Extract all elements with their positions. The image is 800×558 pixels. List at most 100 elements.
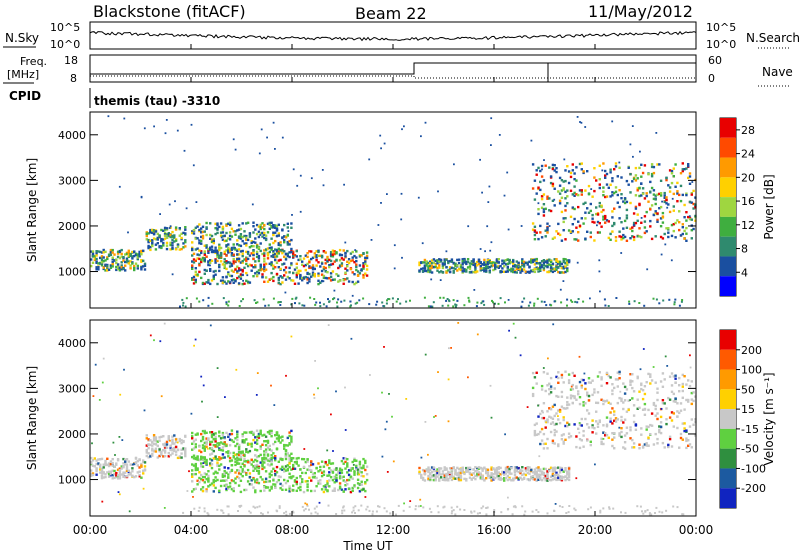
range-cell [514, 336, 517, 339]
range-cell [178, 234, 181, 237]
range-cell [430, 266, 434, 269]
range-cell [209, 248, 212, 251]
range-cell [277, 247, 280, 250]
range-cell [255, 465, 259, 469]
range-cell [474, 264, 477, 268]
range-cell [618, 230, 621, 233]
range-cell [171, 238, 174, 241]
range-cell [297, 272, 300, 275]
range-cell [259, 223, 262, 227]
range-cell [284, 278, 288, 281]
range-cell [650, 165, 654, 169]
range-cell [153, 339, 155, 342]
range-cell [298, 302, 301, 305]
range-cell [560, 373, 564, 377]
range-cell [546, 265, 549, 269]
range-cell [241, 462, 244, 465]
range-cell [659, 217, 663, 220]
range-cell [174, 440, 178, 443]
range-cell [151, 241, 154, 245]
range-cell [616, 401, 619, 405]
range-cell [542, 471, 546, 475]
range-cell [320, 269, 324, 273]
range-cell [286, 467, 289, 471]
range-cell [582, 170, 585, 173]
range-cell [236, 438, 239, 442]
range-cell [91, 472, 95, 475]
range-cell [520, 305, 523, 308]
range-cell [501, 270, 504, 273]
range-cell [528, 478, 531, 482]
range-cell [317, 279, 320, 282]
range-cell [340, 257, 344, 260]
range-cell [573, 395, 576, 398]
range-cell [97, 462, 100, 465]
range-cell [239, 505, 242, 508]
range-cell [531, 268, 535, 272]
range-cell [225, 487, 228, 490]
range-cell [252, 251, 255, 255]
range-cell [234, 248, 237, 251]
range-cell [358, 299, 361, 302]
range-cell [218, 489, 221, 492]
range-cell [245, 488, 248, 492]
range-cell [512, 268, 515, 271]
range-cell [95, 250, 98, 253]
range-cell [203, 259, 206, 262]
range-cell [227, 251, 230, 254]
range-cell [418, 261, 421, 264]
range-cell [553, 442, 556, 445]
range-cell [598, 186, 601, 190]
range-cell [322, 490, 326, 494]
range-cell [232, 479, 235, 483]
range-cell [470, 510, 473, 513]
range-cell [688, 182, 692, 185]
range-cell [346, 269, 349, 272]
range-cell [333, 476, 336, 479]
nsearch-label: N.Search [746, 31, 800, 45]
range-cell [566, 304, 568, 307]
range-cell [540, 416, 544, 420]
range-cell [429, 305, 432, 308]
range-cell [95, 266, 98, 269]
range-cell [165, 247, 169, 251]
range-cell [210, 463, 214, 466]
range-cell [488, 271, 491, 274]
range-cell [656, 437, 659, 441]
range-cell [283, 262, 286, 265]
range-cell [555, 394, 558, 398]
range-cell [252, 486, 255, 489]
range-cell [360, 471, 363, 474]
range-cell [427, 265, 430, 268]
range-cell [313, 252, 316, 255]
range-cell [658, 163, 661, 166]
range-cell [667, 396, 670, 400]
range-cell [264, 268, 268, 271]
range-cell [602, 431, 605, 434]
range-cell [288, 271, 291, 274]
range-cell [539, 261, 542, 265]
range-cell [243, 230, 246, 233]
range-cell [111, 477, 114, 480]
range-cell [338, 259, 342, 262]
range-cell [264, 470, 268, 473]
range-cell [553, 269, 556, 272]
range-cell [420, 475, 423, 478]
range-cell [546, 231, 549, 234]
range-cell [569, 394, 573, 397]
range-cell [149, 230, 152, 233]
range-cell [620, 435, 623, 439]
range-cell [542, 261, 546, 264]
range-cell [427, 305, 430, 308]
range-cell [533, 179, 537, 182]
range-cell [466, 470, 470, 473]
range-cell [263, 489, 266, 492]
range-cell [223, 444, 226, 448]
range-cell [279, 248, 282, 252]
range-cell [430, 278, 433, 281]
range-cell [320, 273, 324, 276]
range-cell [352, 509, 355, 512]
range-cell [623, 434, 627, 437]
range-cell [603, 298, 606, 301]
range-cell [557, 415, 559, 417]
